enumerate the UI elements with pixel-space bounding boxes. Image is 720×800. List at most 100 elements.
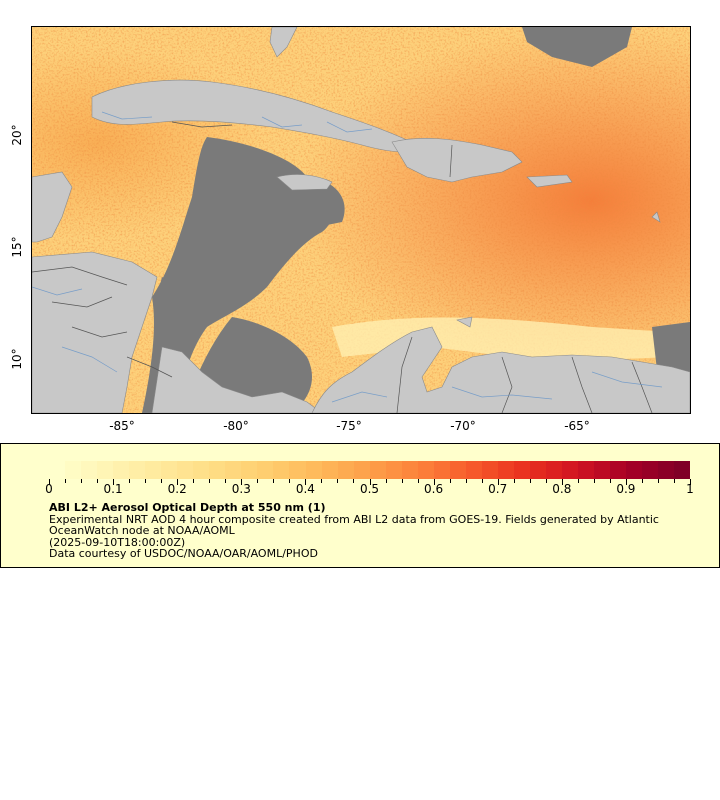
colorbar-segment — [81, 461, 98, 479]
colorbar-tick — [257, 479, 259, 483]
legend-description-2: OceanWatch node at NOAA/AOML — [49, 524, 235, 537]
colorbar-tick — [225, 479, 227, 483]
colorbar-segment — [273, 461, 290, 479]
colorbar-label: 0.1 — [103, 482, 123, 496]
colorbar-tick — [545, 479, 547, 483]
colorbar-segment — [674, 461, 691, 479]
colorbar-segment — [449, 461, 466, 479]
colorbar-tick — [433, 479, 435, 485]
colorbar-segment — [369, 461, 386, 479]
colorbar-label: 0.3 — [231, 482, 251, 496]
colorbar-segment — [465, 461, 482, 479]
colorbar-segment — [433, 461, 450, 479]
colorbar-segment — [289, 461, 306, 479]
colorbar-segment — [626, 461, 643, 479]
colorbar-tick — [609, 479, 611, 483]
colorbar-segment — [417, 461, 434, 479]
colorbar-tick — [465, 479, 467, 483]
colorbar-segment — [642, 461, 659, 479]
colorbar-tick — [481, 479, 483, 483]
colorbar-tick — [690, 479, 691, 485]
colorbar-tick — [657, 479, 659, 483]
colorbar-segment — [129, 461, 146, 479]
colorbar-label: 0.8 — [552, 482, 572, 496]
colorbar-ticks — [49, 479, 691, 485]
colorbar-tick — [81, 479, 83, 483]
colorbar-tick — [673, 479, 675, 483]
colorbar-segment — [385, 461, 402, 479]
colorbar-segment — [610, 461, 627, 479]
colorbar-segment — [513, 461, 530, 479]
country-borders — [32, 121, 653, 413]
lon-label-85w: -85° — [109, 419, 135, 433]
legend-text: ABI L2+ Aerosol Optical Depth at 550 nm … — [49, 502, 699, 560]
land — [32, 27, 690, 413]
colorbar-tick — [561, 479, 563, 485]
colorbar-segment — [545, 461, 562, 479]
colorbar-tick — [529, 479, 531, 483]
colorbar-tick — [305, 479, 307, 485]
colorbar-tick — [129, 479, 131, 483]
colorbar-tick — [401, 479, 403, 483]
colorbar-label: 0.4 — [295, 482, 315, 496]
colorbar-label: 0.9 — [616, 482, 636, 496]
colorbar-tick — [65, 479, 67, 483]
colorbar-segment — [257, 461, 274, 479]
colorbar-segment — [193, 461, 210, 479]
colorbar-segment — [97, 461, 114, 479]
colorbar-segment — [305, 461, 322, 479]
lat-label-20n: 20° — [10, 124, 24, 146]
colorbar-label: 1 — [686, 482, 694, 496]
cloud-mask — [142, 27, 690, 413]
colorbar-tick — [369, 479, 371, 485]
colorbar-tick — [209, 479, 211, 483]
colorbar-segment — [401, 461, 418, 479]
colorbar-segment — [145, 461, 162, 479]
legend-panel: ABI L2+ Aerosol Optical Depth at 550 nm … — [0, 443, 720, 568]
legend-timestamp: (2025-09-10T18:00:00Z) — [49, 535, 186, 549]
colorbar-tick — [113, 479, 115, 485]
colorbar-segment — [337, 461, 354, 479]
colorbar-segment — [49, 461, 66, 479]
colorbar-tick — [417, 479, 419, 483]
colorbar-tick — [177, 479, 179, 485]
colorbar-segment — [562, 461, 579, 479]
colorbar-tick — [625, 479, 627, 485]
rivers — [32, 111, 663, 403]
colorbar-label: 0.2 — [167, 482, 187, 496]
colorbar-tick — [321, 479, 323, 483]
colorbar-segment — [177, 461, 194, 479]
colorbar-tick — [449, 479, 451, 483]
colorbar-segment — [481, 461, 498, 479]
aod-map — [31, 26, 691, 414]
colorbar-label: 0 — [45, 482, 53, 496]
colorbar-tick — [337, 479, 339, 483]
colorbar-tick — [97, 479, 99, 483]
legend-title: ABI L2+ Aerosol Optical Depth at 550 nm … — [49, 501, 326, 514]
lon-label-80w: -80° — [223, 419, 249, 433]
colorbar-tick — [385, 479, 387, 483]
lon-label-70w: -70° — [450, 419, 476, 433]
colorbar-segment — [353, 461, 370, 479]
colorbar-tick — [49, 479, 50, 485]
colorbar-tick — [513, 479, 515, 483]
colorbar-tick — [641, 479, 643, 483]
colorbar-tick — [353, 479, 355, 483]
colorbar-segment — [209, 461, 226, 479]
colorbar-segment — [529, 461, 546, 479]
colorbar-segment — [321, 461, 338, 479]
legend-description: Experimental NRT AOD 4 hour composite cr… — [49, 512, 659, 526]
colorbar-segment — [113, 461, 130, 479]
colorbar-label: 0.7 — [488, 482, 508, 496]
colorbar-tick — [145, 479, 147, 483]
lon-label-75w: -75° — [336, 419, 362, 433]
colorbar-tick — [289, 479, 291, 483]
colorbar-tick — [161, 479, 163, 483]
colorbar-label: 0.5 — [359, 482, 380, 496]
colorbar-label: 0.6 — [424, 482, 444, 496]
lon-label-65w: -65° — [564, 419, 590, 433]
colorbar-tick — [577, 479, 579, 483]
colorbar-tick — [193, 479, 195, 483]
colorbar-tick — [593, 479, 595, 483]
colorbar-segment — [497, 461, 514, 479]
